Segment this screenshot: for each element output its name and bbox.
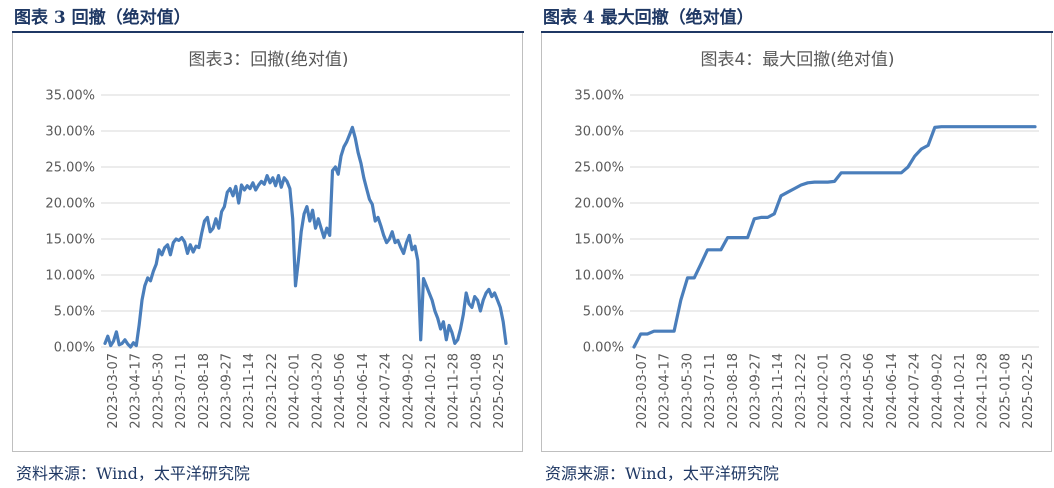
x-tick-label: 2023-04-17 xyxy=(658,353,673,429)
x-tick-label: 2023-07-11 xyxy=(174,353,189,429)
x-tick-label: 2024-03-20 xyxy=(310,353,325,429)
x-tick-label: 2024-07-24 xyxy=(379,353,394,429)
y-tick-label: 30.00% xyxy=(45,125,95,140)
header-rule xyxy=(12,31,524,33)
x-tick-label: 2024-11-28 xyxy=(976,353,991,429)
x-tick-label: 2023-08-18 xyxy=(197,353,212,429)
y-tick-label: 0.00% xyxy=(583,341,624,356)
series-line xyxy=(103,125,508,349)
x-tick-label: 2023-12-22 xyxy=(265,353,280,429)
chart-container: 图表4：最大回撤(绝对值) 0.00% 5.00% 10.00% 15.00% 20.00… xyxy=(541,33,1052,452)
x-tick-label: 2024-02-01 xyxy=(817,353,832,429)
x-tick-label: 2024-05-06 xyxy=(333,353,348,429)
chart-title: 图表4：最大回撤(绝对值) xyxy=(700,50,894,70)
y-tick-label: 20.00% xyxy=(574,197,624,212)
y-tick-label: 0.00% xyxy=(54,341,95,356)
x-tick-label: 2025-02-25 xyxy=(492,353,507,429)
x-tick-label: 2025-01-08 xyxy=(998,353,1013,429)
x-tick-label: 2025-01-08 xyxy=(469,353,484,429)
x-tick-label: 2023-11-14 xyxy=(242,353,257,429)
chart-container: 图表3：回撤(绝对值) 0.00% 5.00% 10.00% 15.00% 20.00% 2… xyxy=(12,33,523,452)
x-tick-label: 2024-11-28 xyxy=(447,353,462,429)
x-tick-label: 2023-05-30 xyxy=(151,353,166,429)
header-rule xyxy=(541,31,1053,33)
x-tick-label: 2023-03-07 xyxy=(635,353,650,429)
x-tick-label: 2023-03-07 xyxy=(106,353,121,429)
x-tick-label: 2023-08-18 xyxy=(726,353,741,429)
y-tick-label: 15.00% xyxy=(45,233,95,248)
x-tick-label: 2024-06-14 xyxy=(885,353,900,429)
y-tick-label: 35.00% xyxy=(45,89,95,104)
y-tick-label: 10.00% xyxy=(45,269,95,284)
drawdown-line-chart: 图表3：回撤(绝对值) 0.00% 5.00% 10.00% 15.00% 20.00% 2… xyxy=(45,50,510,429)
x-tick-label: 2023-12-22 xyxy=(794,353,809,429)
y-tick-label: 25.00% xyxy=(574,161,624,176)
figure-title: 图表 3 回撤（绝对值） xyxy=(14,8,191,28)
figure-panel-drawdown: 图表 3 回撤（绝对值） 图表3：回撤(绝对值) 0.00% 5.00% 10.00%… xyxy=(12,0,528,488)
x-tick-label: 2024-09-02 xyxy=(930,353,945,429)
source-note: 资料来源：Wind，太平洋研究院 xyxy=(16,464,250,483)
x-tick-label: 2025-02-25 xyxy=(1021,353,1036,429)
y-tick-label: 35.00% xyxy=(574,89,624,104)
figure-title: 图表 4 最大回撤（绝对值） xyxy=(543,8,754,28)
x-tick-label: 2024-10-21 xyxy=(424,353,439,429)
x-tick-label: 2023-09-27 xyxy=(748,353,763,429)
source-note: 资源来源：Wind，太平洋研究院 xyxy=(545,464,779,483)
x-tick-label: 2024-09-02 xyxy=(401,353,416,429)
x-tick-label: 2023-05-30 xyxy=(680,353,695,429)
x-tick-label: 2023-11-14 xyxy=(771,353,786,429)
figure-panel-max-drawdown: 图表 4 最大回撤（绝对值） 图表4：最大回撤(绝对值) 0.00% 5.00% 10… xyxy=(541,0,1054,488)
x-tick-label: 2024-07-24 xyxy=(908,353,923,429)
x-tick-label: 2024-03-20 xyxy=(839,353,854,429)
x-tick-label: 2024-06-14 xyxy=(356,353,371,429)
y-tick-label: 15.00% xyxy=(574,233,624,248)
x-tick-label: 2024-10-21 xyxy=(953,353,968,429)
x-tick-label: 2023-09-27 xyxy=(219,353,234,429)
y-tick-label: 30.00% xyxy=(574,125,624,140)
max-drawdown-line-chart: 图表4：最大回撤(绝对值) 0.00% 5.00% 10.00% 15.00% 20.00… xyxy=(574,50,1039,429)
y-tick-label: 5.00% xyxy=(54,305,95,320)
y-tick-label: 25.00% xyxy=(45,161,95,176)
x-tick-label: 2023-04-17 xyxy=(129,353,144,429)
x-tick-label: 2024-05-06 xyxy=(862,353,877,429)
x-tick-label: 2023-07-11 xyxy=(703,353,718,429)
x-tick-label: 2024-02-01 xyxy=(288,353,303,429)
y-tick-label: 20.00% xyxy=(45,197,95,212)
y-tick-label: 5.00% xyxy=(583,305,624,320)
y-tick-label: 10.00% xyxy=(574,269,624,284)
series-line xyxy=(632,125,1037,349)
chart-title: 图表3：回撤(绝对值) xyxy=(188,50,348,70)
